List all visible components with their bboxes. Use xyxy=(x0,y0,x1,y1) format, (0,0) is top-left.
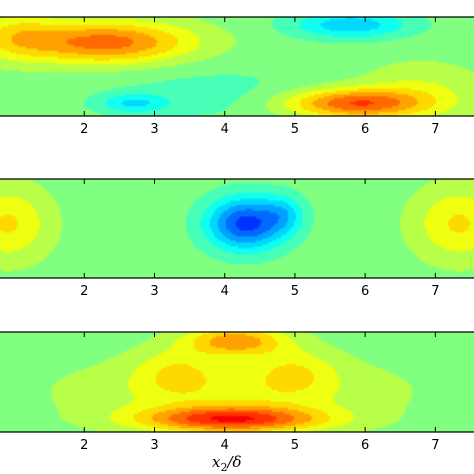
x-tick-label: 7 xyxy=(431,284,439,299)
contour-panel-2: 2 3 4 5 6 7 xyxy=(0,178,474,299)
contour-field-1 xyxy=(0,17,474,116)
x-tick-label: 2 xyxy=(80,438,88,453)
contour-field-3 xyxy=(0,332,474,432)
x-tick-label: 2 xyxy=(80,122,88,137)
x-tick-label: 7 xyxy=(431,438,439,453)
x-axis-label: x2/δ xyxy=(212,453,242,474)
contour-field-2 xyxy=(0,179,474,278)
x-tick-label: 2 xyxy=(80,284,88,299)
x-tick-label: 6 xyxy=(361,438,369,453)
x-tick-label: 4 xyxy=(221,438,229,453)
x-tick-label: 3 xyxy=(150,122,158,137)
contour-panel-1: 2 3 4 5 6 7 xyxy=(0,16,474,137)
x-tick-label: 4 xyxy=(221,122,229,137)
contour-panel-3: 2 3 4 5 6 7 xyxy=(0,331,474,453)
x-tick-label: 5 xyxy=(291,284,299,299)
x-tick-label: 3 xyxy=(150,284,158,299)
x-tick-label: 6 xyxy=(361,122,369,137)
x-tick-label: 5 xyxy=(291,438,299,453)
x-tick-label: 6 xyxy=(361,284,369,299)
x-tick-label: 4 xyxy=(221,284,229,299)
x-tick-label: 7 xyxy=(431,122,439,137)
x-tick-label: 3 xyxy=(150,438,158,453)
x-tick-label: 5 xyxy=(291,122,299,137)
